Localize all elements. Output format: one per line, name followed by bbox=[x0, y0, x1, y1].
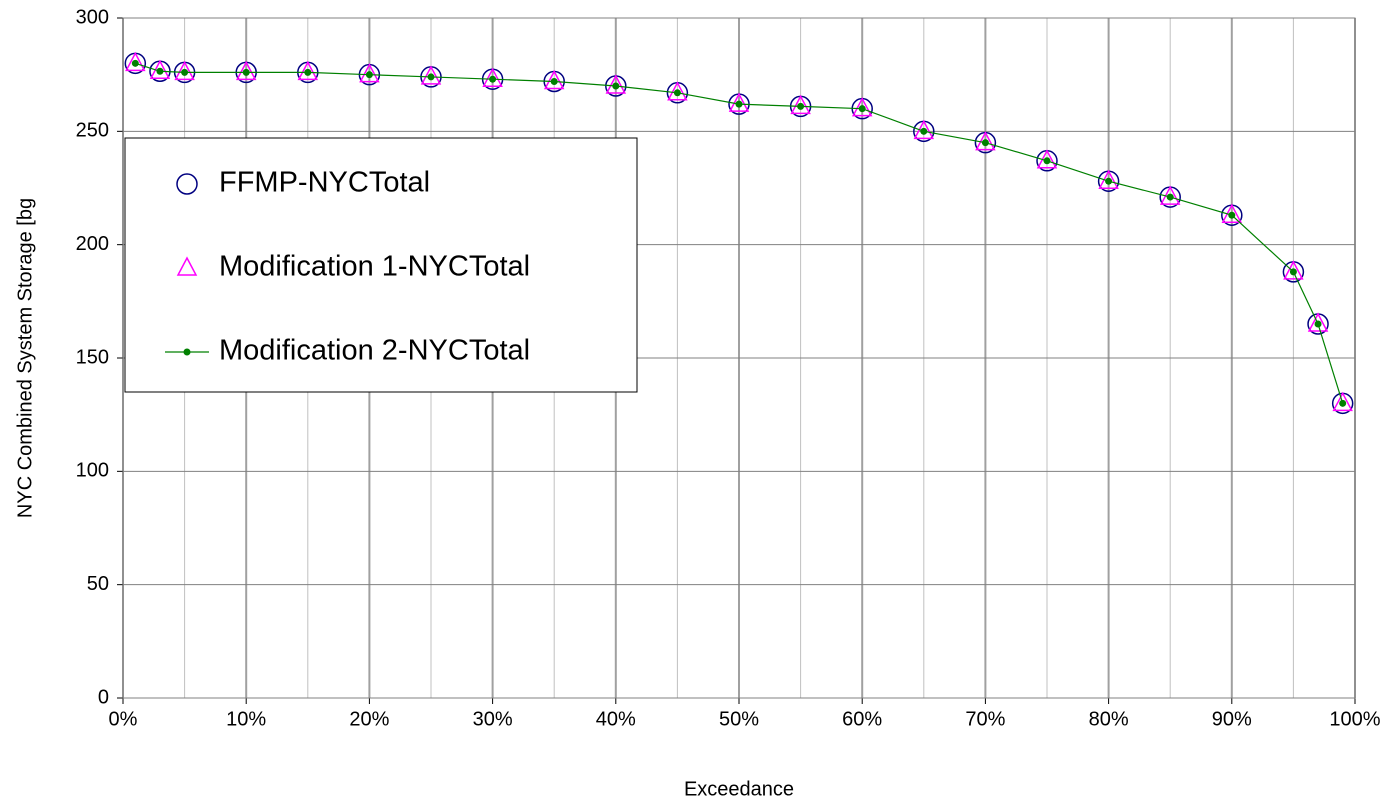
marker-triangle bbox=[790, 94, 811, 115]
x-tick-label: 40% bbox=[596, 708, 636, 730]
marker-triangle bbox=[728, 92, 750, 112]
legend-box bbox=[124, 137, 638, 393]
marker-dot bbox=[612, 82, 620, 90]
marker-dot bbox=[735, 100, 743, 108]
marker-dot bbox=[1043, 157, 1051, 165]
marker-dot bbox=[797, 102, 805, 110]
marker-triangle bbox=[543, 69, 565, 90]
marker-dot bbox=[304, 68, 312, 76]
marker-dot bbox=[156, 67, 164, 75]
marker-triangle bbox=[605, 74, 627, 94]
marker-dot bbox=[181, 68, 189, 76]
legend-marker bbox=[176, 256, 198, 276]
marker-triangle bbox=[482, 67, 503, 87]
marker-triangle bbox=[1307, 312, 1329, 332]
legend-marker bbox=[183, 348, 191, 356]
marker-dot bbox=[1228, 211, 1236, 219]
marker-dot bbox=[1314, 320, 1322, 328]
marker-triangle bbox=[235, 60, 257, 81]
marker-triangle bbox=[174, 60, 195, 81]
marker-triangle bbox=[851, 97, 873, 117]
marker-dot bbox=[427, 73, 435, 81]
x-tick-label: 0% bbox=[109, 708, 138, 730]
marker-dot bbox=[131, 59, 139, 67]
marker-triangle bbox=[359, 63, 380, 83]
legend-label: Modification 1-NYCTotal bbox=[219, 251, 530, 283]
marker-dot bbox=[1105, 177, 1113, 185]
y-tick-label: 50 bbox=[87, 573, 109, 595]
marker-dot bbox=[1289, 268, 1297, 276]
marker-triangle bbox=[667, 81, 688, 101]
x-tick-label: 100% bbox=[1329, 708, 1380, 730]
legend-marker bbox=[176, 173, 198, 195]
marker-dot bbox=[1339, 399, 1347, 407]
y-tick-label: 0 bbox=[98, 686, 109, 708]
marker-dot bbox=[981, 139, 989, 147]
x-tick-label: 50% bbox=[719, 708, 759, 730]
marker-triangle bbox=[420, 65, 442, 85]
marker-triangle bbox=[975, 131, 996, 151]
marker-dot bbox=[920, 127, 928, 135]
marker-dot bbox=[1166, 193, 1174, 201]
x-tick-label: 60% bbox=[842, 708, 882, 730]
y-tick-label: 200 bbox=[76, 233, 109, 255]
marker-triangle bbox=[1332, 391, 1353, 412]
x-tick-label: 30% bbox=[473, 708, 513, 730]
marker-triangle bbox=[297, 60, 319, 81]
x-tick-label: 20% bbox=[349, 708, 389, 730]
marker-dot bbox=[489, 75, 497, 83]
legend-label: Modification 2-NYCTotal bbox=[219, 335, 530, 367]
y-tick-label: 150 bbox=[76, 346, 109, 368]
x-tick-label: 70% bbox=[965, 708, 1005, 730]
legend-label: FFMP-NYCTotal bbox=[219, 167, 430, 199]
marker-dot bbox=[550, 77, 558, 85]
marker-dot bbox=[365, 71, 373, 79]
x-tick-label: 90% bbox=[1212, 708, 1252, 730]
marker-dot bbox=[858, 105, 866, 113]
x-tick-label: 10% bbox=[226, 708, 266, 730]
marker-triangle bbox=[1283, 260, 1304, 280]
y-tick-label: 100 bbox=[76, 460, 109, 482]
x-axis-title: Exceedance bbox=[684, 778, 794, 800]
y-tick-label: 250 bbox=[76, 120, 109, 142]
x-tick-label: 80% bbox=[1089, 708, 1129, 730]
plot-border bbox=[122, 17, 1356, 699]
marker-triangle bbox=[125, 51, 146, 72]
marker-dot bbox=[242, 68, 250, 76]
marker-dot bbox=[673, 89, 681, 97]
y-tick-label: 300 bbox=[76, 6, 109, 28]
y-axis-title: NYC Combined System Storage [bg bbox=[14, 198, 36, 518]
